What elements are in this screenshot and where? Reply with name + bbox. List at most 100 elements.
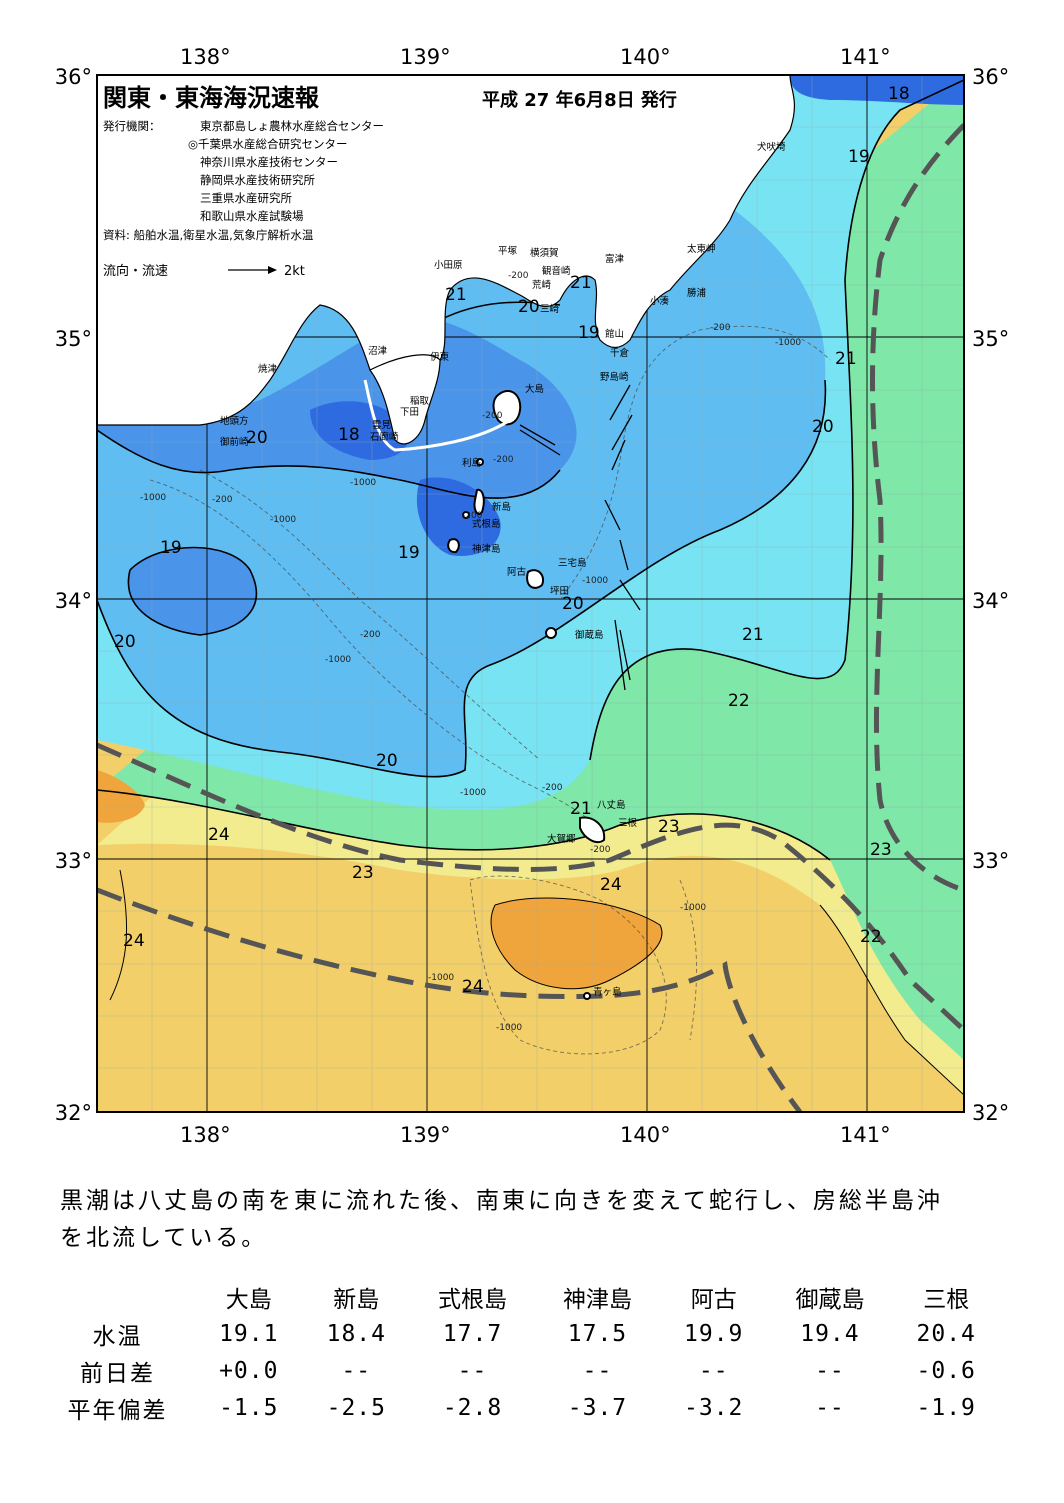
isotherm-labels: 18 19 21 20 21 19 21 20 18 19 19 20 20 2… bbox=[114, 84, 910, 997]
lat-label-32-left: 32° bbox=[55, 1101, 92, 1125]
lon-label-141-bottom: 141° bbox=[840, 1123, 891, 1147]
place-name: 雲見 bbox=[372, 420, 392, 431]
table-cell: 20.4 bbox=[916, 1320, 976, 1347]
place-name: 大島 bbox=[525, 383, 544, 395]
place-name: 御前崎 bbox=[220, 436, 249, 448]
temp-zone-25 bbox=[491, 897, 662, 989]
depth-label: -200 bbox=[462, 511, 483, 521]
lat-label-35-left: 35° bbox=[55, 327, 92, 351]
island-niijima bbox=[473, 488, 485, 516]
table-cell: -- bbox=[698, 1357, 729, 1384]
isotherm-label: 24 bbox=[208, 825, 230, 845]
place-name: 新島 bbox=[492, 501, 511, 513]
place-name: 焼津 bbox=[258, 363, 278, 375]
temperature-table: 大島 新島 式根島 神津島 阿古 御蔵島 三根 水温 19.1 18.4 17.… bbox=[40, 1278, 1000, 1426]
table-row-label: 前日差 bbox=[80, 1360, 155, 1387]
temp-zone-25-west bbox=[97, 770, 145, 823]
isotherm-label: 21 bbox=[570, 799, 592, 819]
place-name: 八丈島 bbox=[597, 799, 626, 811]
isotherm-label: 22 bbox=[728, 691, 750, 711]
sea-temperature-map: 関東・東海海況速報 平成 27 年6月8日 発行 発行機関： 東京都島しょ農林水… bbox=[55, 45, 1009, 1147]
issuer-2: ◎千葉県水産総合研究センター bbox=[188, 137, 348, 151]
isotherm-label: 20 bbox=[812, 417, 834, 437]
lat-label-33-left: 33° bbox=[55, 849, 92, 873]
table-header-cell bbox=[40, 1278, 195, 1315]
map-frame bbox=[96, 74, 965, 1113]
table-header-cell: 式根島 bbox=[438, 1286, 508, 1313]
depth-label: -200 bbox=[508, 271, 529, 281]
table-header-cell: 三根 bbox=[923, 1286, 970, 1313]
place-name: 荒崎 bbox=[532, 279, 552, 291]
lat-labels-left: 36° 35° 34° 33° 32° bbox=[55, 65, 92, 1125]
island-shikinejima bbox=[462, 511, 470, 519]
isotherm-label: 21 bbox=[570, 273, 592, 293]
table-cell: -- bbox=[815, 1357, 845, 1384]
isotherm-label: 23 bbox=[352, 863, 374, 883]
table-cell: -3.7 bbox=[567, 1394, 628, 1421]
island-miyakejima bbox=[526, 569, 544, 589]
place-name: 小田原 bbox=[434, 260, 463, 271]
lon-labels-bottom: 138° 139° 140° 141° bbox=[180, 1123, 891, 1147]
data-source: 資料: 船舶水温,衛星水温,気象庁解析水温 bbox=[103, 228, 314, 242]
island-mikurajima bbox=[545, 627, 557, 639]
table-cell: -1.9 bbox=[916, 1394, 976, 1421]
temp-zone-18 bbox=[310, 401, 409, 460]
islands bbox=[447, 390, 606, 1000]
depth-labels: -200 -200 -200 -200 -1000 -200 -1000 -20… bbox=[140, 271, 801, 1033]
isotherm-label: 22 bbox=[860, 927, 882, 947]
isotherm-label: 20 bbox=[246, 428, 268, 448]
isotherm-label: 19 bbox=[848, 147, 870, 167]
issuer-6: 和歌山県水産試験場 bbox=[200, 209, 304, 223]
isotherm-label: 24 bbox=[600, 875, 622, 895]
place-name: 野島崎 bbox=[600, 371, 629, 383]
table-cell: -- bbox=[815, 1394, 845, 1421]
lat-label-36-right: 36° bbox=[972, 65, 1009, 89]
place-name: 三崎 bbox=[540, 303, 560, 315]
isotherm-label: 21 bbox=[835, 349, 857, 369]
place-name: 沼津 bbox=[368, 346, 388, 357]
lat-label-35-right: 35° bbox=[972, 327, 1009, 351]
place-name: 平塚 bbox=[498, 246, 518, 257]
isotherm-label: 21 bbox=[742, 625, 764, 645]
table-header-cell: 大島 bbox=[225, 1286, 272, 1313]
table-cell: -3.2 bbox=[684, 1394, 744, 1421]
lon-labels-top: 138° 139° 140° 141° bbox=[180, 45, 891, 69]
place-name: 伊東 bbox=[430, 351, 450, 363]
isotherm-label: 20 bbox=[562, 594, 584, 614]
place-name: 富津 bbox=[605, 253, 625, 265]
island-oshima bbox=[492, 390, 522, 426]
island-toshima bbox=[476, 458, 484, 466]
isotherms bbox=[97, 79, 964, 1096]
table-row: 平年偏差 -1.5 -2.5 -2.8 -3.7 -3.2 -- -1.9 bbox=[40, 1389, 1000, 1426]
issuers-label: 発行機関： bbox=[103, 119, 161, 133]
depth-label: -1000 bbox=[325, 655, 351, 665]
depth-label: -1000 bbox=[270, 515, 296, 525]
place-name: 青ヶ島 bbox=[593, 986, 622, 998]
issuer-5: 三重県水産研究所 bbox=[200, 191, 292, 205]
table-cell: -- bbox=[582, 1357, 613, 1384]
place-name: 千倉 bbox=[610, 347, 630, 359]
isotherm-label: 20 bbox=[114, 632, 136, 652]
depth-contours bbox=[149, 325, 831, 1055]
place-name: 三宅島 bbox=[558, 557, 587, 569]
place-name: 三根 bbox=[618, 817, 638, 829]
kuroshio-axis bbox=[97, 123, 964, 1112]
place-name: 地頭方 bbox=[220, 415, 249, 427]
isotherm-label: 23 bbox=[658, 817, 680, 837]
lon-label-139-top: 139° bbox=[400, 45, 451, 69]
table-cell: -1.5 bbox=[219, 1394, 279, 1421]
issuer-1: 東京都島しょ農林水産総合センター bbox=[200, 119, 384, 133]
place-name: 御蔵島 bbox=[575, 629, 604, 641]
depth-label: -200 bbox=[710, 323, 731, 333]
table-header-row: 大島 新島 式根島 神津島 阿古 御蔵島 三根 bbox=[40, 1278, 1000, 1315]
isotherm-label: 19 bbox=[160, 538, 182, 558]
isotherm-label: 19 bbox=[398, 543, 420, 563]
summary-text: 黒潮は八丈島の南を東に流れた後、南東に向きを変えて蛇行し、房総半島沖を北流してい… bbox=[60, 1188, 943, 1251]
table-row: 水温 19.1 18.4 17.7 17.5 19.9 19.4 20.4 bbox=[40, 1315, 1000, 1352]
current-legend-arrowhead bbox=[268, 266, 277, 274]
lon-label-140-top: 140° bbox=[620, 45, 671, 69]
table-header-cell: 新島 bbox=[333, 1286, 380, 1313]
ferry-route bbox=[363, 379, 511, 452]
land-izu bbox=[369, 354, 441, 445]
island-kozushima bbox=[447, 538, 460, 554]
